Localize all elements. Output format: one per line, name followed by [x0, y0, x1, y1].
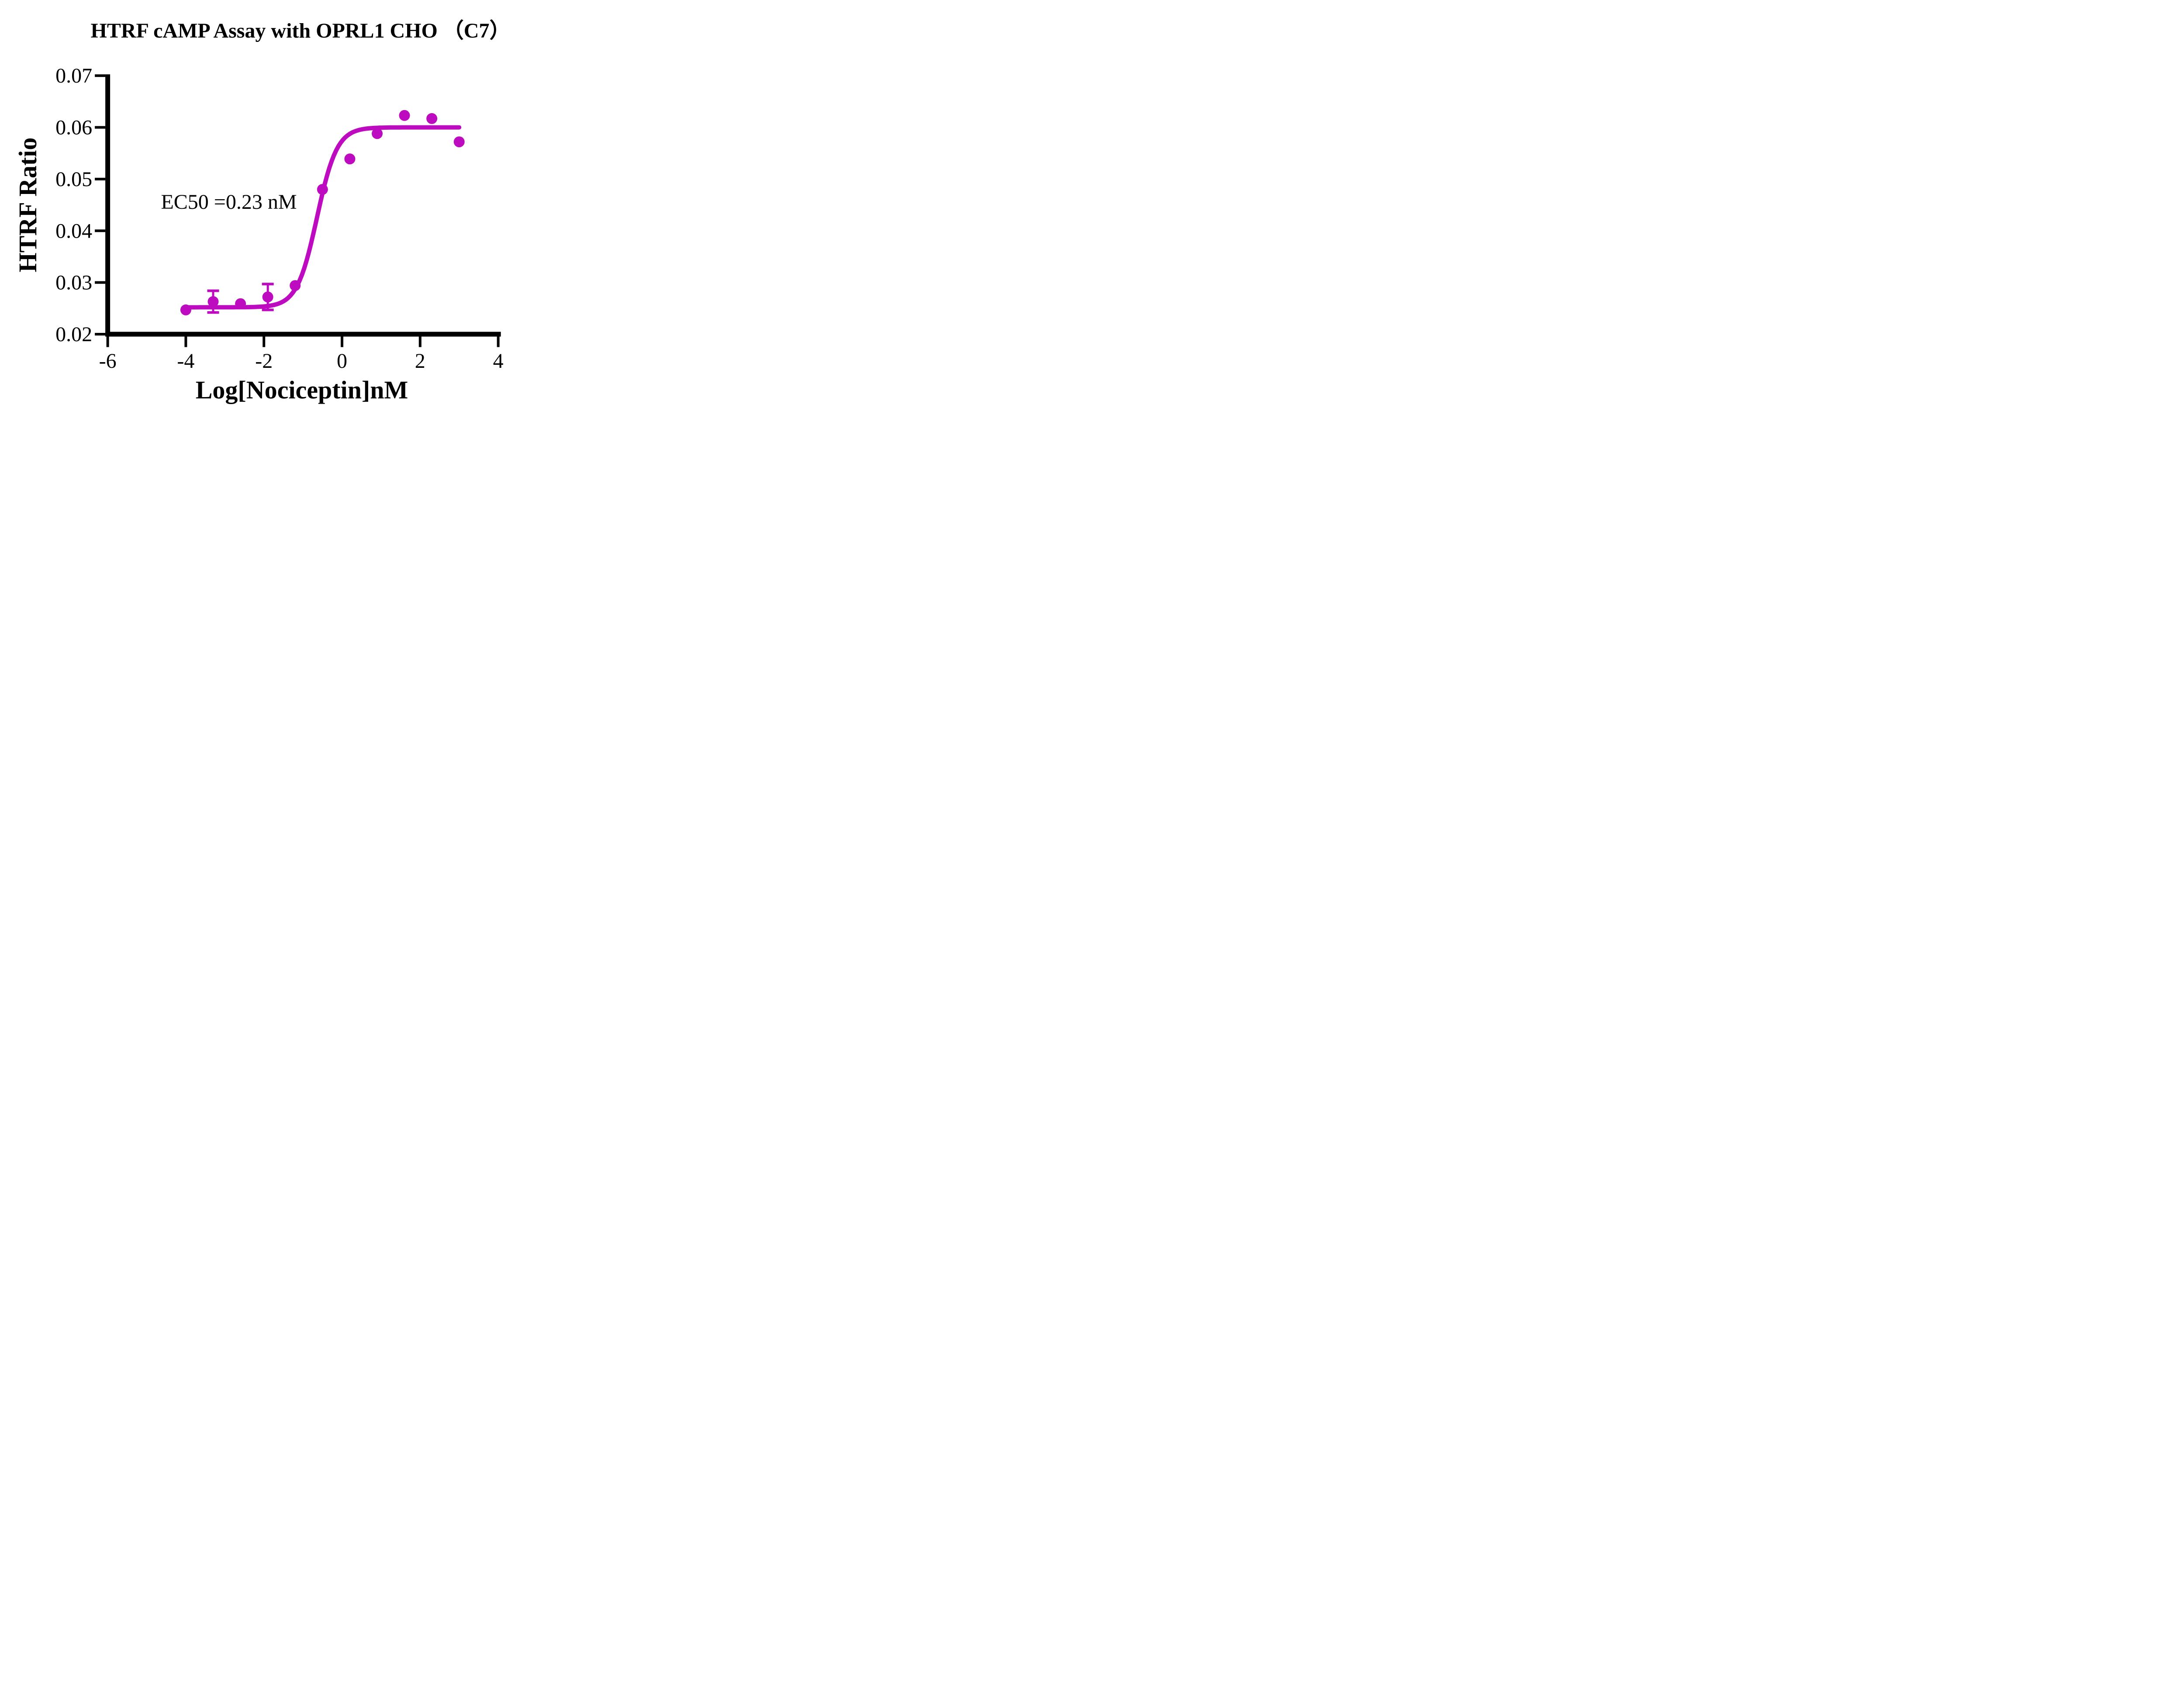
x-tick	[418, 336, 422, 347]
data-point	[453, 136, 465, 148]
fit-curve	[183, 125, 462, 310]
data-point	[372, 128, 383, 139]
data-point	[317, 184, 328, 195]
data-point	[344, 153, 356, 165]
x-tick	[184, 336, 187, 347]
x-tick-label: 4	[493, 349, 504, 373]
x-tick-label: -6	[99, 349, 117, 373]
data-points-layer	[180, 110, 465, 315]
x-tick	[263, 336, 266, 347]
ec50-annotation: EC50 =0.23 nM	[161, 190, 297, 214]
data-point	[426, 113, 438, 124]
tick-labels: -6 -4 -2 0 2 4 0.07 0.06 0.05 0.04 0.03 0.02	[55, 64, 504, 373]
chart-title: HTRF cAMP Assay with OPRL1 CHO （C7）	[91, 19, 511, 42]
data-point	[207, 296, 219, 307]
y-tick	[95, 281, 106, 284]
x-tick-label: 2	[415, 349, 425, 373]
error-bar-cap-bottom	[262, 308, 274, 311]
axes	[95, 74, 501, 347]
x-tick	[106, 336, 109, 347]
y-tick-label: 0.04	[55, 219, 92, 242]
y-tick	[95, 74, 106, 77]
x-tick-label: -2	[255, 349, 273, 373]
dose-response-chart: HTRF cAMP Assay with OPRL1 CHO （C7） HTRF…	[14, 19, 511, 404]
x-tick	[497, 336, 500, 347]
y-tick	[95, 229, 106, 232]
y-tick-label: 0.06	[55, 116, 92, 139]
error-bar-cap-top	[262, 283, 274, 286]
data-point	[399, 110, 410, 121]
data-point	[180, 304, 191, 315]
y-axis-spine	[105, 74, 111, 337]
fit-curve-layer	[183, 125, 462, 310]
data-point	[235, 298, 246, 309]
y-axis-title: HTRF Ratio	[14, 138, 42, 273]
y-tick-label: 0.07	[55, 64, 92, 87]
y-tick-label: 0.02	[55, 323, 92, 346]
x-tick-label: -4	[177, 349, 194, 373]
x-tick-label: 0	[337, 349, 347, 373]
x-axis-spine	[105, 332, 501, 337]
x-axis-title: Log[Nociceptin]nM	[196, 376, 408, 404]
y-tick-label: 0.05	[55, 168, 92, 191]
y-tick	[95, 333, 106, 336]
data-point	[290, 280, 301, 291]
y-tick	[95, 126, 106, 129]
y-tick	[95, 177, 106, 180]
x-tick	[341, 336, 343, 347]
error-bar-cap-bottom	[207, 311, 219, 314]
y-tick-label: 0.03	[55, 271, 92, 294]
data-point	[262, 291, 273, 303]
error-bar-cap-top	[207, 289, 219, 292]
